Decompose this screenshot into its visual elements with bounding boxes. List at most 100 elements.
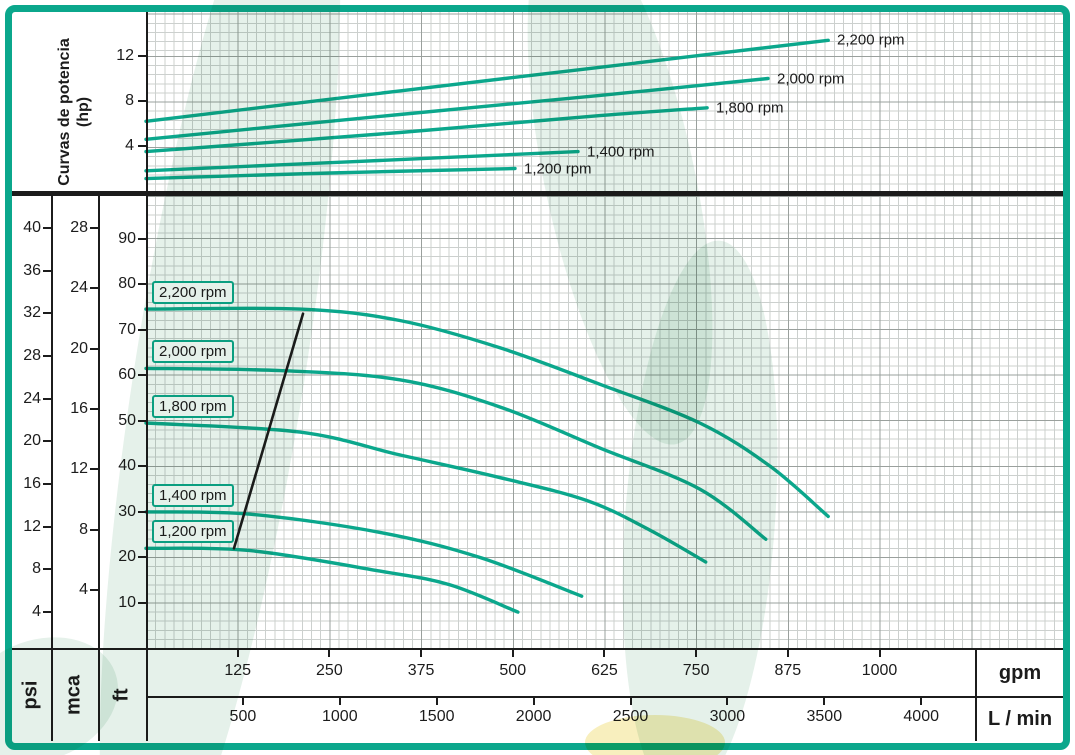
lmin-tick-label: 1000 bbox=[322, 708, 358, 725]
psi-tick bbox=[43, 397, 51, 400]
gpm-tick-label: 625 bbox=[591, 662, 618, 679]
grid-bottom-line bbox=[12, 648, 1063, 650]
mca-tick bbox=[90, 227, 98, 230]
psi-tick-label: 4 bbox=[32, 603, 41, 620]
lmin-tick-label: 3000 bbox=[709, 708, 746, 725]
ft-tick bbox=[138, 510, 146, 513]
head-chart-plot-area bbox=[146, 196, 1063, 648]
psi-tick-label: 28 bbox=[23, 346, 41, 364]
gpm-tick bbox=[878, 650, 881, 657]
ft-tick-label: 20 bbox=[118, 548, 136, 566]
lmin-tick-label: 500 bbox=[229, 708, 257, 725]
psi-tick bbox=[43, 226, 51, 229]
psi-tick bbox=[43, 354, 51, 357]
gpm-tick-label: 375 bbox=[407, 662, 435, 679]
psi-tick bbox=[43, 482, 51, 485]
ft-tick-label: 80 bbox=[118, 275, 136, 293]
hp-tick-label: 12 bbox=[116, 47, 134, 64]
psi-tick bbox=[43, 312, 51, 315]
power-axis-title: Curvas de potencia (hp) bbox=[55, 38, 93, 186]
ft-tick-label: 40 bbox=[118, 457, 136, 475]
mca-tick bbox=[90, 347, 98, 350]
gpm-tick-label: 1000 bbox=[861, 662, 898, 679]
lmin-unit-label: L / min bbox=[987, 708, 1053, 730]
gpm-tick bbox=[511, 650, 514, 657]
psi-unit-label: psi bbox=[19, 680, 42, 710]
lmin-tick bbox=[435, 698, 438, 705]
psi-tick-label: 16 bbox=[23, 474, 41, 492]
ft-tick-label: 10 bbox=[118, 594, 136, 611]
mca-tick bbox=[90, 589, 98, 591]
psi-tick bbox=[43, 525, 51, 528]
mca-tick-label: 12 bbox=[70, 460, 88, 478]
power-curve-label-2200-rpm: 2,200 rpm bbox=[837, 31, 905, 49]
ft-tick-label: 70 bbox=[118, 320, 136, 338]
lmin-tick bbox=[532, 698, 535, 705]
gpm-tick bbox=[603, 650, 606, 657]
power-curve-label-1200-rpm: 1,200 rpm bbox=[524, 160, 592, 178]
ft-unit-label: ft bbox=[110, 688, 133, 702]
lmin-tick-label: 3500 bbox=[806, 708, 843, 725]
psi-tick-label: 40 bbox=[23, 218, 41, 236]
lmin-tick-label: 4000 bbox=[903, 708, 939, 725]
power-curve-label-1800-rpm: 1,800 rpm bbox=[716, 99, 784, 117]
gpm-tick bbox=[420, 650, 423, 657]
ft-tick bbox=[138, 328, 146, 331]
head-curve-label-1400-rpm: 1,400 rpm bbox=[152, 484, 234, 507]
gpm-tick-label: 750 bbox=[682, 662, 710, 679]
psi-tick-label: 32 bbox=[23, 304, 41, 322]
ft-tick bbox=[138, 374, 146, 377]
lmin-tick bbox=[338, 698, 341, 705]
lmin-tick bbox=[726, 698, 729, 705]
lmin-tick-label: 2500 bbox=[612, 708, 649, 725]
gpm-lmin-divider-line bbox=[146, 696, 1063, 698]
psi-tick bbox=[43, 440, 51, 443]
lmin-tick bbox=[920, 698, 923, 705]
plot-left-border-line bbox=[146, 12, 148, 741]
power-axis-title-line1: Curvas de potencia bbox=[56, 38, 73, 186]
gpm-tick-label: 125 bbox=[224, 662, 252, 679]
gpm-tick-label: 500 bbox=[499, 662, 527, 679]
mca-tick-label: 8 bbox=[79, 520, 88, 538]
psi-tick bbox=[43, 611, 51, 613]
mca-tick bbox=[90, 468, 98, 471]
lmin-tick-label: 1500 bbox=[418, 708, 455, 725]
mca-tick-label: 4 bbox=[79, 581, 88, 598]
psi-tick-label: 36 bbox=[23, 261, 41, 279]
power-curve-label-1400-rpm: 1,400 rpm bbox=[587, 143, 655, 161]
power-curve-label-2000-rpm: 2,000 rpm bbox=[777, 70, 845, 88]
ft-tick bbox=[138, 237, 146, 240]
chart-separator-line bbox=[12, 191, 1063, 196]
lmin-tick-label: 2000 bbox=[515, 708, 552, 725]
hp-tick bbox=[138, 145, 146, 147]
power-axis-title-line2: (hp) bbox=[75, 96, 92, 128]
ft-tick bbox=[138, 465, 146, 468]
psi-tick bbox=[43, 269, 51, 272]
ft-tick-label: 60 bbox=[118, 366, 136, 384]
mca-tick-label: 28 bbox=[70, 219, 88, 237]
psi-tick-label: 24 bbox=[23, 389, 41, 407]
power-chart-plot-area bbox=[146, 12, 1063, 191]
mca-unit-label: mca bbox=[62, 674, 85, 716]
gpm-tick-label: 250 bbox=[316, 662, 343, 679]
hp-tick-label: 4 bbox=[125, 137, 134, 154]
head-curve-label-1800-rpm: 1,800 rpm bbox=[152, 395, 234, 418]
hp-tick bbox=[138, 100, 146, 102]
hp-tick-label: 8 bbox=[125, 92, 134, 109]
ft-tick bbox=[138, 419, 146, 422]
gpm-tick bbox=[695, 650, 698, 657]
head-curve-label-2200-rpm: 2,200 rpm bbox=[152, 281, 234, 304]
hp-tick bbox=[138, 55, 146, 57]
mca-tick bbox=[90, 528, 98, 531]
head-curve-label-2000-rpm: 2,000 rpm bbox=[152, 340, 234, 363]
mca-tick-label: 20 bbox=[70, 339, 88, 357]
unit-cell-divider-line bbox=[975, 650, 977, 741]
lmin-tick bbox=[823, 698, 826, 705]
lmin-tick bbox=[241, 698, 244, 705]
gpm-unit-label: gpm bbox=[998, 661, 1042, 684]
lmin-tick bbox=[629, 698, 632, 705]
gpm-tick bbox=[786, 650, 789, 657]
ft-tick bbox=[138, 602, 146, 604]
mca-tick bbox=[90, 408, 98, 411]
